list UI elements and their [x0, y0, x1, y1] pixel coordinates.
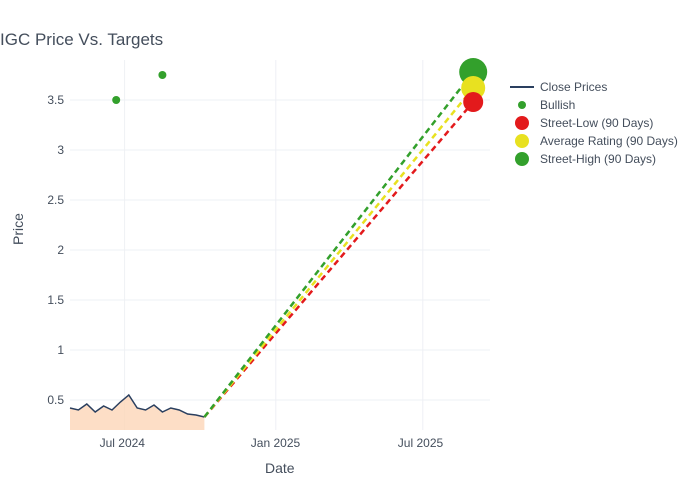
target-line-street-high — [204, 72, 473, 417]
legend-label: Street-Low (90 Days) — [540, 116, 653, 130]
target-line-average-rating — [204, 88, 473, 417]
bullish-point — [158, 71, 166, 79]
legend-item: Close Prices — [510, 80, 678, 94]
chart-container: IGC Price Vs. Targets Price Date Close P… — [0, 0, 700, 500]
legend-item: Street-Low (90 Days) — [510, 116, 678, 130]
y-axis-label: Price — [10, 213, 26, 245]
legend-label: Street-High (90 Days) — [540, 152, 656, 166]
y-tick-label: 3.5 — [47, 93, 64, 107]
legend-line-swatch — [510, 86, 534, 88]
target-line-street-low — [204, 102, 473, 417]
legend-label: Average Rating (90 Days) — [540, 134, 678, 148]
y-tick-label: 2 — [57, 243, 64, 257]
chart-plot — [0, 0, 700, 500]
y-tick-label: 2.5 — [47, 193, 64, 207]
legend-label: Bullish — [540, 98, 575, 112]
legend-item: Average Rating (90 Days) — [510, 134, 678, 148]
x-tick-label: Jul 2024 — [100, 436, 145, 450]
x-axis-label: Date — [265, 460, 295, 476]
bullish-point — [112, 96, 120, 104]
y-tick-label: 1 — [57, 343, 64, 357]
x-tick-label: Jan 2025 — [251, 436, 300, 450]
legend-item: Street-High (90 Days) — [510, 152, 678, 166]
legend-item: Bullish — [510, 98, 678, 112]
y-tick-label: 1.5 — [47, 293, 64, 307]
x-tick-label: Jul 2025 — [398, 436, 443, 450]
legend: Close Prices Bullish Street-Low (90 Days) A… — [510, 80, 678, 170]
target-marker-street-low — [463, 92, 483, 112]
legend-dot-icon — [518, 101, 526, 109]
y-tick-label: 0.5 — [47, 393, 64, 407]
legend-dot-icon — [515, 116, 529, 130]
legend-dot-icon — [515, 134, 529, 148]
legend-label: Close Prices — [540, 80, 607, 94]
legend-dot-icon — [515, 152, 529, 166]
y-tick-label: 3 — [57, 143, 64, 157]
